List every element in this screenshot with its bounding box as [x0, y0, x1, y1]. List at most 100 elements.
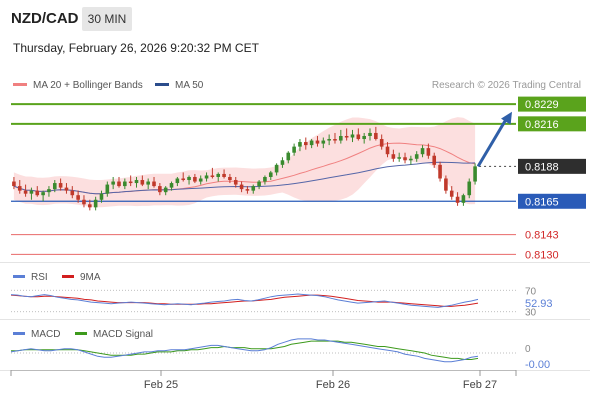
candle-body	[298, 142, 302, 147]
candle-body	[52, 183, 57, 190]
candle-body	[58, 183, 63, 188]
candle-body	[391, 154, 396, 159]
legend-label-ma50: MA 50	[175, 80, 204, 91]
candle-body	[432, 155, 437, 165]
candle	[128, 175, 133, 187]
candle-body	[117, 181, 121, 187]
candle-body	[70, 190, 75, 196]
macd-line	[10, 338, 479, 363]
macd-swatch	[13, 331, 25, 335]
projection-arrow-head	[501, 111, 512, 125]
candle	[123, 178, 127, 190]
candle-body	[47, 189, 51, 193]
candle-body	[128, 181, 133, 184]
candle-body	[438, 164, 442, 179]
candle-body	[350, 134, 355, 138]
candle	[292, 143, 296, 156]
candle	[432, 152, 437, 168]
level-lines	[11, 103, 516, 255]
candle	[58, 178, 63, 191]
candle-body	[239, 184, 244, 190]
candle-body	[362, 135, 366, 140]
candle-body	[321, 140, 326, 144]
candle-body	[379, 139, 384, 147]
candle-body	[315, 140, 320, 144]
candle-body	[344, 135, 349, 138]
candle	[368, 128, 372, 141]
candle-body	[473, 166, 477, 182]
price-tag-0.8229: 0.8229	[518, 96, 586, 112]
chart-header: NZD/CAD 30 MIN	[0, 0, 590, 36]
candle	[88, 199, 92, 211]
candle	[216, 172, 221, 182]
candle	[70, 186, 75, 199]
ma20-swatch	[13, 82, 27, 86]
candle-body	[111, 181, 115, 185]
candle-body	[397, 157, 401, 159]
candle	[233, 176, 238, 188]
candle-body	[420, 148, 425, 155]
macd-panel: 0 -0.00	[10, 338, 550, 371]
candle-body	[12, 181, 16, 187]
candle	[111, 176, 115, 190]
candle-body	[233, 180, 238, 185]
legend-item-rsi-ma: 9MA	[62, 272, 101, 283]
price-tag-bg	[518, 116, 586, 132]
candle	[449, 186, 454, 200]
macd-value-label: -0.00	[525, 359, 550, 371]
candle	[23, 184, 28, 197]
projection-arrow	[476, 111, 512, 168]
candle	[134, 176, 139, 188]
candle	[198, 175, 203, 185]
candle	[99, 190, 104, 203]
candle	[403, 152, 407, 164]
panel-dividers	[0, 262, 590, 371]
price-tag-label: 0.8130	[525, 249, 559, 261]
rsi-tick-30: 30	[525, 308, 537, 319]
price-tag-label: 0.8188	[525, 161, 559, 173]
candle	[239, 181, 244, 193]
candle	[193, 173, 197, 184]
candle	[397, 152, 401, 162]
candle-body	[134, 180, 139, 184]
candle-body	[245, 189, 250, 191]
candle-body	[140, 180, 145, 185]
candle-body	[327, 139, 331, 141]
candle	[321, 137, 326, 149]
candle	[268, 170, 273, 181]
candle	[158, 183, 162, 196]
price-tag-0.8216: 0.8216	[518, 116, 586, 132]
candle	[76, 190, 80, 203]
candle	[228, 173, 232, 184]
candle	[257, 180, 261, 190]
price-tag-bg	[518, 193, 586, 209]
bollinger-band-area	[13, 117, 476, 208]
candle	[333, 132, 337, 144]
candle	[140, 175, 145, 187]
candle-body	[409, 158, 413, 161]
candle	[467, 178, 472, 199]
candle	[356, 128, 361, 141]
candle-body	[123, 181, 127, 187]
candle	[391, 149, 396, 162]
candle	[175, 176, 180, 187]
legend-item-rsi: RSI	[13, 272, 48, 283]
price-tag-0.8165: 0.8165	[518, 193, 586, 209]
timeframe-badge[interactable]: 30 MIN	[82, 7, 132, 31]
candle	[339, 129, 343, 144]
rsi-value-label: 52.93	[525, 298, 553, 310]
candle	[420, 145, 425, 158]
candle	[263, 175, 267, 185]
candle	[210, 167, 215, 179]
candle-body	[222, 173, 226, 177]
rsi-line	[10, 293, 479, 308]
bollinger-band	[13, 117, 476, 208]
candle	[222, 169, 226, 179]
candle	[64, 183, 69, 194]
candle	[350, 129, 355, 143]
macd-tick-0: 0	[525, 344, 531, 355]
legend-item-macd: MACD	[13, 329, 60, 340]
candle-body	[158, 186, 162, 193]
